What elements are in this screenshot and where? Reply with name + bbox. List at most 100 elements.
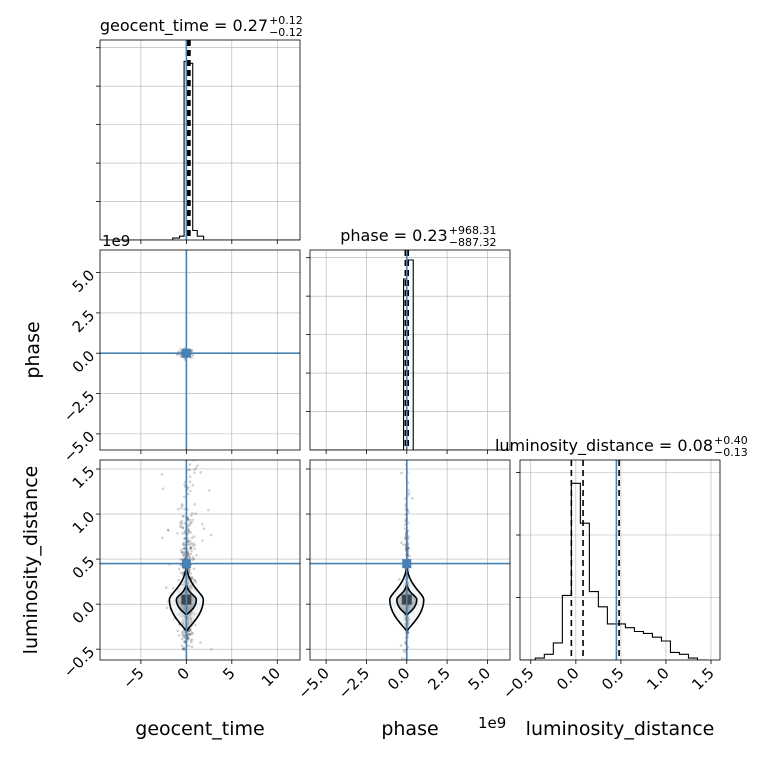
y-tick-label: 0.0 bbox=[69, 598, 99, 628]
sample-point bbox=[181, 526, 185, 529]
sample-point bbox=[407, 546, 411, 550]
sample-point bbox=[179, 558, 182, 561]
hist-panel-luminosity_distance: −0.5 0.0 0.5 1.0 1.5 bbox=[499, 459, 721, 703]
sample-point bbox=[179, 355, 183, 358]
sample-point bbox=[407, 535, 410, 539]
sample-point bbox=[166, 456, 169, 459]
title-upper-error: +0.40 bbox=[714, 434, 748, 447]
sample-point bbox=[180, 506, 183, 510]
sample-point bbox=[190, 521, 193, 525]
sample-point bbox=[189, 633, 192, 636]
sample-point bbox=[182, 646, 186, 650]
sample-point bbox=[178, 689, 181, 692]
sample-point bbox=[183, 530, 187, 533]
sample-point bbox=[188, 475, 192, 479]
sample-point bbox=[189, 546, 192, 549]
sample-point bbox=[402, 690, 405, 693]
sample-point bbox=[186, 492, 190, 496]
sample-point bbox=[177, 578, 180, 582]
sample-point bbox=[181, 647, 184, 651]
sample-point bbox=[183, 547, 186, 550]
panel-border bbox=[309, 459, 511, 661]
sample-point bbox=[190, 667, 193, 670]
sample-point bbox=[176, 507, 180, 511]
x-tick-label: −2.5 bbox=[335, 664, 373, 702]
sample-point bbox=[183, 551, 187, 554]
x-tick-label: 0.0 bbox=[384, 664, 414, 694]
truth-marker bbox=[181, 348, 191, 358]
sample-point bbox=[186, 632, 190, 635]
x-tick-label: 1.0 bbox=[643, 664, 673, 694]
title-upper-error: +0.12 bbox=[269, 14, 303, 27]
sample-point bbox=[182, 646, 185, 650]
panel-background bbox=[310, 250, 510, 450]
sample-point bbox=[176, 531, 179, 535]
sample-point bbox=[186, 517, 190, 520]
panel-title: luminosity_distance = 0.08 bbox=[495, 436, 713, 456]
x-tick-label: 0.0 bbox=[553, 664, 583, 694]
sample-point bbox=[182, 553, 185, 556]
sample-point bbox=[189, 668, 192, 671]
y-tick-label: 1.5 bbox=[69, 463, 99, 493]
panel-background bbox=[520, 460, 720, 660]
sample-point bbox=[191, 353, 195, 357]
x-tick-label: 5.0 bbox=[465, 664, 495, 694]
sample-point bbox=[408, 554, 411, 558]
sample-point bbox=[166, 528, 170, 532]
sample-point bbox=[182, 554, 185, 557]
sample-point bbox=[194, 623, 197, 627]
y-tick-label: 2.5 bbox=[69, 307, 99, 337]
sample-point bbox=[188, 524, 191, 527]
sample-point bbox=[174, 664, 177, 667]
sample-point bbox=[180, 637, 184, 641]
x-tick-label: 0 bbox=[174, 664, 193, 683]
sample-point bbox=[187, 468, 190, 471]
panel-border bbox=[99, 459, 301, 661]
sample-point bbox=[173, 714, 176, 717]
sample-point bbox=[188, 489, 192, 493]
y-tick-label: 5.0 bbox=[69, 266, 99, 296]
y-tick-label: 1.0 bbox=[69, 508, 99, 538]
sample-point bbox=[167, 711, 170, 714]
y-tick-label: 0.5 bbox=[69, 553, 99, 583]
sample-point bbox=[190, 511, 194, 515]
sample-point bbox=[189, 547, 193, 550]
x-tick-label: 10 bbox=[258, 664, 284, 690]
x-tick-label: 1.5 bbox=[688, 664, 718, 694]
sample-point bbox=[188, 632, 192, 636]
sample-point bbox=[187, 486, 190, 489]
sample-point bbox=[187, 528, 190, 531]
x-axis-label-geocent_time: geocent_time bbox=[135, 718, 264, 740]
sample-point bbox=[179, 548, 183, 552]
sample-point bbox=[181, 526, 185, 530]
y-axis-label-luminosity_distance: luminosity_distance bbox=[20, 466, 42, 655]
sample-point bbox=[187, 552, 191, 556]
sample-point bbox=[180, 644, 184, 648]
title-lower-error: −0.12 bbox=[269, 26, 303, 39]
sample-point bbox=[400, 656, 404, 660]
sample-point bbox=[189, 660, 192, 663]
sample-point bbox=[179, 524, 183, 527]
sample-point bbox=[182, 634, 186, 638]
sample-point bbox=[187, 523, 190, 526]
sample-point bbox=[189, 572, 192, 575]
sample-point bbox=[187, 636, 191, 640]
sample-point bbox=[407, 521, 410, 524]
x-axis-label-luminosity_distance: luminosity_distance bbox=[526, 718, 715, 740]
sample-point bbox=[402, 543, 405, 547]
sample-point bbox=[199, 641, 202, 644]
y-tick-label: 0.0 bbox=[69, 347, 99, 377]
sample-point bbox=[165, 606, 169, 610]
sample-point bbox=[187, 529, 191, 533]
sample-point bbox=[186, 538, 190, 542]
panel-background bbox=[100, 40, 300, 240]
sample-point bbox=[170, 713, 173, 716]
sample-point bbox=[189, 552, 193, 556]
sample-point bbox=[191, 555, 195, 559]
sample-point bbox=[176, 629, 180, 633]
sample-point bbox=[190, 631, 194, 635]
sample-point bbox=[190, 356, 193, 359]
sample-point bbox=[189, 542, 193, 546]
sample-point bbox=[180, 503, 184, 506]
sample-point bbox=[180, 522, 184, 525]
